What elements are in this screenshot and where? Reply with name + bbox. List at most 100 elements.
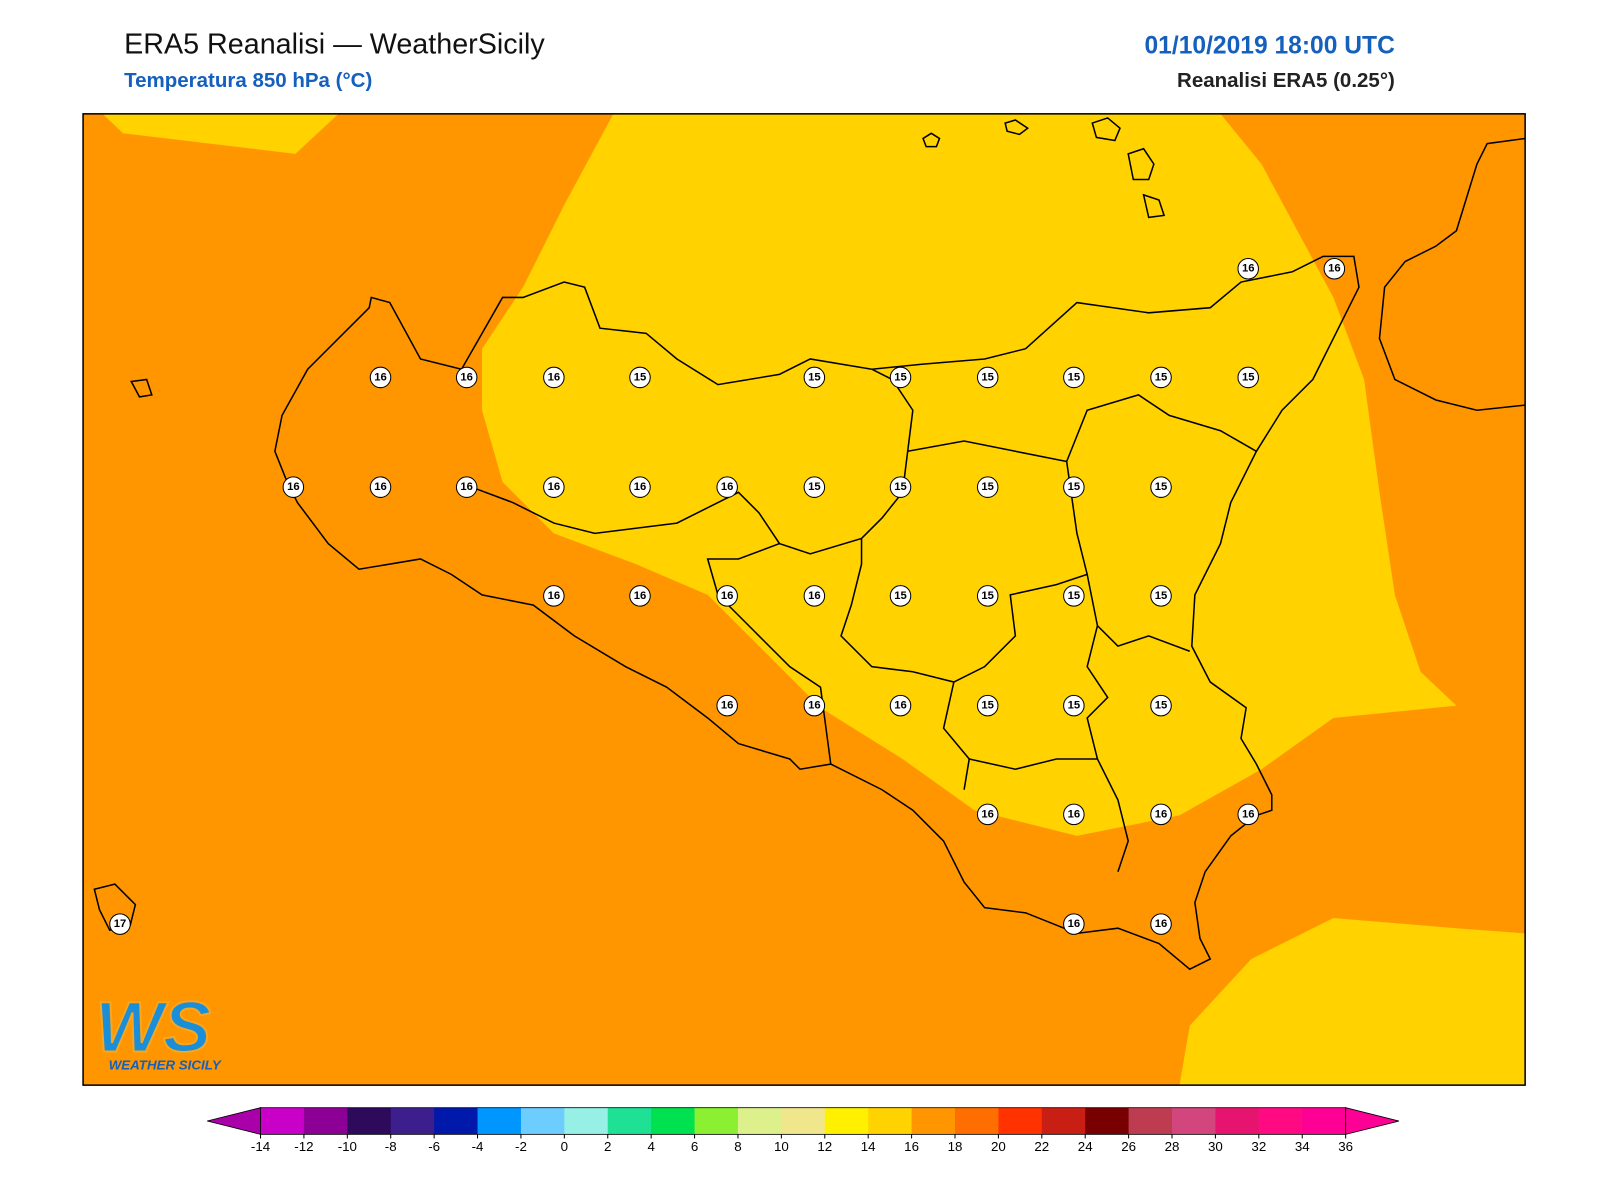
station-value: 16 bbox=[460, 481, 473, 493]
colorbar-tick-label: 16 bbox=[904, 1139, 919, 1154]
station-value: 16 bbox=[808, 590, 821, 602]
colorbar-segment bbox=[868, 1107, 913, 1135]
station-marker bbox=[803, 694, 826, 717]
station-marker bbox=[889, 694, 912, 717]
colorbar-segment bbox=[998, 1107, 1043, 1135]
colorbar-tick-label: 10 bbox=[774, 1139, 789, 1154]
colorbar-segment bbox=[1128, 1107, 1173, 1135]
colorbar-tick-label: 34 bbox=[1295, 1139, 1310, 1154]
station-value: 15 bbox=[1068, 700, 1081, 712]
station-value: 17 bbox=[114, 918, 127, 930]
station-marker bbox=[629, 585, 651, 607]
station-value: 15 bbox=[1242, 371, 1255, 383]
colorbar-segment bbox=[260, 1107, 305, 1135]
station-labels: 16 16 16 16 16 15 15 15 15 15 15 15 16 16 16 16 16 16 15 15… bbox=[109, 257, 1346, 935]
station-value: 16 bbox=[548, 371, 561, 383]
station-value: 16 bbox=[374, 371, 387, 383]
colorbar-segment bbox=[1172, 1107, 1216, 1135]
station-value: 15 bbox=[981, 590, 994, 602]
station-marker bbox=[976, 694, 999, 717]
station-value: 15 bbox=[894, 590, 907, 602]
station-value: 15 bbox=[808, 371, 821, 383]
station-value: 16 bbox=[1242, 263, 1255, 275]
station-value: 15 bbox=[634, 371, 647, 383]
station-marker bbox=[1150, 694, 1172, 717]
colorbar-segment bbox=[303, 1107, 348, 1135]
station-value: 15 bbox=[894, 481, 907, 493]
station-marker bbox=[976, 585, 999, 607]
station-marker bbox=[803, 476, 826, 498]
station-value: 16 bbox=[1242, 808, 1255, 820]
colorbar-tick-label: -12 bbox=[294, 1139, 313, 1154]
colorbar-tick-label: 4 bbox=[647, 1139, 655, 1154]
station-value: 16 bbox=[634, 590, 647, 602]
title: ERA5 Reanalisi — WeatherSicily bbox=[124, 28, 545, 60]
colorbar-segment bbox=[954, 1107, 999, 1135]
station-marker bbox=[109, 913, 131, 935]
datetime: 01/10/2019 18:00 UTC bbox=[1144, 32, 1395, 59]
station-marker bbox=[1237, 257, 1259, 280]
station-marker bbox=[1237, 366, 1259, 389]
station-value: 15 bbox=[1068, 590, 1081, 602]
station-value: 15 bbox=[981, 481, 994, 493]
station-value: 16 bbox=[1068, 918, 1081, 930]
station-marker bbox=[369, 476, 392, 498]
colorbar-segment bbox=[1215, 1107, 1260, 1135]
station-value: 15 bbox=[894, 371, 907, 383]
colorbar-segment bbox=[1258, 1107, 1303, 1135]
map: 16 16 16 16 16 15 15 15 15 15 15 15 16 16 16 16 16 16 15 15… bbox=[82, 113, 1526, 1086]
colorbar-tick-label: 36 bbox=[1338, 1139, 1353, 1154]
station-value: 16 bbox=[1155, 918, 1168, 930]
station-marker bbox=[1063, 913, 1085, 935]
station-marker bbox=[1237, 803, 1259, 826]
colorbar-segment bbox=[824, 1107, 869, 1135]
station-value: 16 bbox=[634, 481, 647, 493]
station-value: 15 bbox=[1155, 700, 1168, 712]
station-marker bbox=[1063, 366, 1085, 389]
coastline bbox=[93, 117, 1526, 971]
colorbar-segment bbox=[1085, 1107, 1130, 1135]
station-value: 16 bbox=[1068, 808, 1081, 820]
station-marker bbox=[369, 366, 392, 389]
colorbar-tick-label: -2 bbox=[515, 1139, 527, 1154]
station-marker bbox=[1063, 803, 1085, 826]
station-marker bbox=[1323, 257, 1346, 280]
colorbar-tick-label: 0 bbox=[561, 1139, 568, 1154]
station-marker bbox=[716, 694, 738, 717]
colorbar-tick-label: 12 bbox=[817, 1139, 832, 1154]
colorbar-tick-label: -14 bbox=[251, 1139, 271, 1154]
colorbar-segment bbox=[694, 1107, 739, 1135]
station-value: 16 bbox=[1155, 808, 1168, 820]
station-value: 15 bbox=[1155, 590, 1168, 602]
colorbar-segment bbox=[390, 1107, 435, 1135]
station-marker bbox=[1150, 585, 1172, 607]
station-value: 16 bbox=[1328, 263, 1341, 275]
colorbar-tick-label: 32 bbox=[1251, 1139, 1266, 1154]
colorbar-extension bbox=[207, 1107, 261, 1135]
colorbar-segment bbox=[434, 1107, 479, 1135]
station-marker bbox=[1063, 585, 1085, 607]
station-marker bbox=[543, 476, 565, 498]
colorbar-tick-label: 20 bbox=[991, 1139, 1006, 1154]
station-value: 16 bbox=[548, 590, 561, 602]
station-marker bbox=[1150, 476, 1172, 498]
station-marker bbox=[803, 366, 826, 389]
station-marker bbox=[543, 366, 565, 389]
logo-mark: WS bbox=[95, 987, 211, 1067]
colorbar-tick-label: -10 bbox=[338, 1139, 357, 1154]
colorbar-tick-label: 8 bbox=[734, 1139, 741, 1154]
temperature-field bbox=[482, 113, 1457, 836]
station-value: 16 bbox=[287, 481, 300, 493]
colorbar-tick-label: -4 bbox=[472, 1139, 484, 1154]
colorbar-extension bbox=[1345, 1107, 1400, 1135]
station-marker bbox=[1063, 694, 1085, 717]
station-marker bbox=[976, 803, 999, 826]
temperature-field bbox=[1179, 917, 1526, 1086]
colorbar-segment bbox=[477, 1107, 522, 1135]
colorbar-tick-label: 6 bbox=[691, 1139, 698, 1154]
colorbar-segment bbox=[651, 1107, 696, 1135]
colorbar-tick-label: 14 bbox=[861, 1139, 876, 1154]
station-marker bbox=[976, 476, 999, 498]
